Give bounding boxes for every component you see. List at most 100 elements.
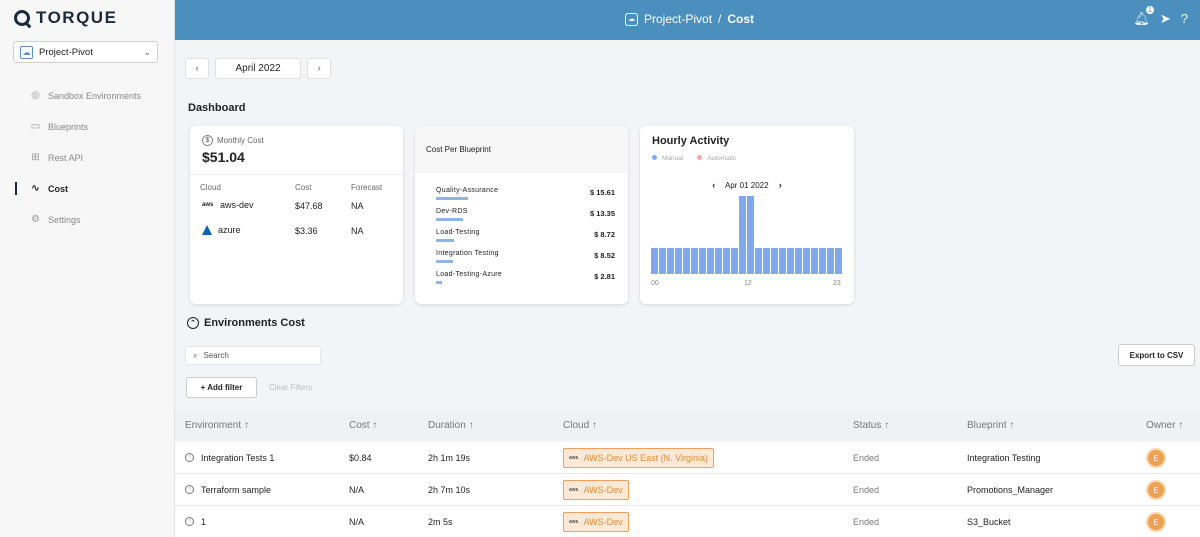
legend-automatic: Automatic	[697, 155, 736, 162]
hourly-bar	[651, 248, 658, 274]
col-label: Status	[853, 420, 882, 431]
help-icon[interactable]: ?	[1180, 11, 1188, 26]
clear-filters-button[interactable]: Clear Filters	[269, 383, 313, 392]
blueprint-name: Quality-Assurance	[436, 187, 499, 194]
cloud-forecast: NA	[351, 226, 364, 236]
gear-icon: ⚙	[31, 214, 40, 225]
legend-automatic-label: Automatic	[707, 155, 737, 162]
cell-cloud: AWS-Dev US East (N. Virginia)	[583, 453, 708, 463]
table-header: Environment ↑ Cost ↑ Duration ↑ Cloud ↑ …	[175, 410, 1200, 440]
cell-blueprint: Promotions_Manager	[967, 485, 1054, 495]
aws-icon: aws	[569, 519, 579, 525]
blueprint-name: Integration Testing	[436, 250, 499, 257]
owner-avatar[interactable]: E	[1146, 448, 1166, 468]
hourly-bar	[675, 248, 682, 274]
owner-avatar[interactable]: E	[1146, 480, 1166, 500]
breadcrumb-project[interactable]: Project-Pivot	[644, 12, 713, 26]
col-header-environment[interactable]: Environment ↑	[185, 420, 249, 431]
sidebar-item-settings[interactable]: ⚙ Settings	[0, 204, 175, 235]
col-forecast: Forecast	[351, 183, 383, 192]
cloud-name: aws-dev	[220, 200, 254, 210]
environments-cost-header: ⌃ Environments Cost	[187, 317, 305, 329]
blueprint-cost-bar	[436, 260, 453, 263]
col-cost: Cost	[295, 183, 312, 192]
sidebar-nav: ◎ Sandbox Environments ▭ Blueprints ⊞ Re…	[0, 80, 175, 235]
dashboard-title: Dashboard	[188, 102, 246, 114]
chart-legend: Manual Automatic	[652, 155, 736, 162]
cloud-tag: aws AWS-Dev US East (N. Virginia)	[563, 448, 714, 468]
blueprint-name: Dev-RDS	[436, 208, 468, 215]
sandbox-icon: ◎	[31, 90, 40, 101]
table-row[interactable]: ⌃ 1 N/A 2m 5s aws AWS-Dev Ended S3_Bucket…	[175, 506, 1200, 537]
month-label: April 2022	[215, 58, 301, 79]
col-header-owner[interactable]: Owner ↑	[1146, 420, 1184, 431]
hourly-activity-title: Hourly Activity	[652, 135, 730, 147]
next-month-button[interactable]: ›	[307, 58, 331, 79]
blueprint-cost-value: $ 15.61	[589, 188, 615, 197]
owner-avatar[interactable]: E	[1146, 512, 1166, 532]
table-row[interactable]: ⌃ Terraform sample N/A 2h 7m 10s aws AWS-…	[175, 474, 1200, 506]
blueprint-cost-value: $ 8.52	[594, 251, 615, 260]
col-header-cloud[interactable]: Cloud ↑	[563, 420, 597, 431]
search-input[interactable]: ⌕ Search	[185, 346, 321, 365]
aws-icon: aws	[569, 487, 579, 493]
aws-icon: aws	[569, 455, 579, 461]
cell-status: Ended	[853, 517, 880, 527]
cloud-cost: $3.36	[295, 226, 318, 236]
col-header-duration[interactable]: Duration ↑	[428, 420, 474, 431]
cell-blueprint: Integration Testing	[967, 453, 1041, 463]
sidebar-item-cost[interactable]: ∿ Cost	[0, 173, 175, 204]
environment-icon: ⌃	[187, 317, 199, 329]
prev-day-button[interactable]: ‹	[712, 180, 716, 190]
cell-cost: $0.84	[349, 453, 372, 463]
hourly-bar	[827, 248, 834, 274]
col-cloud: Cloud	[200, 183, 221, 192]
activity-date: Apr 01 2022	[724, 181, 769, 190]
blueprint-cost-bar	[436, 197, 468, 200]
legend-manual-label: Manual	[662, 155, 684, 162]
sidebar-item-label: Cost	[48, 183, 68, 194]
blueprint-cost-value: $ 8.72	[594, 230, 615, 239]
cell-duration: 2h 1m 19s	[428, 453, 471, 463]
sidebar-item-sandbox-environments[interactable]: ◎ Sandbox Environments	[0, 80, 175, 111]
api-icon: ⊞	[31, 152, 40, 163]
monthly-cost-card: $ Monthly Cost $51.04 Cloud Cost Forecas…	[190, 126, 403, 304]
col-header-status[interactable]: Status ↑	[853, 420, 890, 431]
cell-status: Ended	[853, 485, 880, 495]
hourly-activity-card: Hourly Activity Manual Automatic ‹ Apr 0…	[640, 126, 854, 304]
blueprint-cost-bar	[436, 239, 454, 242]
divider	[190, 174, 403, 175]
monthly-cost-label-wrap: $ Monthly Cost	[202, 135, 264, 146]
sidebar-item-blueprints[interactable]: ▭ Blueprints	[0, 111, 175, 142]
add-filter-button[interactable]: + Add filter	[186, 377, 257, 398]
project-selector[interactable]: ☁ Project-Pivot ⌄	[13, 41, 158, 63]
export-csv-button[interactable]: Export to CSV	[1118, 344, 1195, 366]
table-row[interactable]: ⌃ Integration Tests 1 $0.84 2h 1m 19s aw…	[175, 442, 1200, 474]
cloud-forecast: NA	[351, 201, 364, 211]
sidebar-item-label: Sandbox Environments	[48, 90, 142, 101]
hourly-bar	[731, 248, 738, 274]
sidebar-item-label: Blueprints	[48, 121, 89, 132]
next-day-button[interactable]: ›	[778, 180, 782, 190]
cell-cloud: AWS-Dev	[583, 485, 623, 495]
send-icon[interactable]: ➤	[1159, 11, 1171, 26]
cloud-tag: aws AWS-Dev	[563, 480, 629, 500]
top-bar: ☁ Project-Pivot / Cost 🔔︎ 1 ➤ ?	[175, 0, 1200, 40]
col-header-cost[interactable]: Cost ↑	[349, 420, 378, 431]
cell-environment: Terraform sample	[201, 485, 272, 495]
sidebar-item-rest-api[interactable]: ⊞ Rest API	[0, 142, 175, 173]
cell-blueprint: S3_Bucket	[967, 517, 1011, 527]
date-nav: ‹ April 2022 ›	[185, 58, 331, 79]
prev-month-button[interactable]: ‹	[185, 58, 209, 79]
breadcrumb-page: Cost	[727, 12, 755, 26]
environment-icon: ⌃	[185, 517, 194, 526]
blueprint-icon: ▭	[30, 121, 41, 132]
torque-logo[interactable]: TORQUE	[14, 8, 117, 28]
notifications-button[interactable]: 🔔︎ 1	[1133, 5, 1155, 27]
legend-dot-automatic	[697, 155, 703, 160]
card-header: Cost Per Blueprint	[415, 126, 628, 173]
cloud-tag: aws AWS-Dev	[563, 512, 629, 532]
legend-dot-manual	[652, 155, 657, 160]
hourly-bar	[819, 248, 826, 274]
col-header-blueprint[interactable]: Blueprint ↑	[967, 420, 1015, 431]
